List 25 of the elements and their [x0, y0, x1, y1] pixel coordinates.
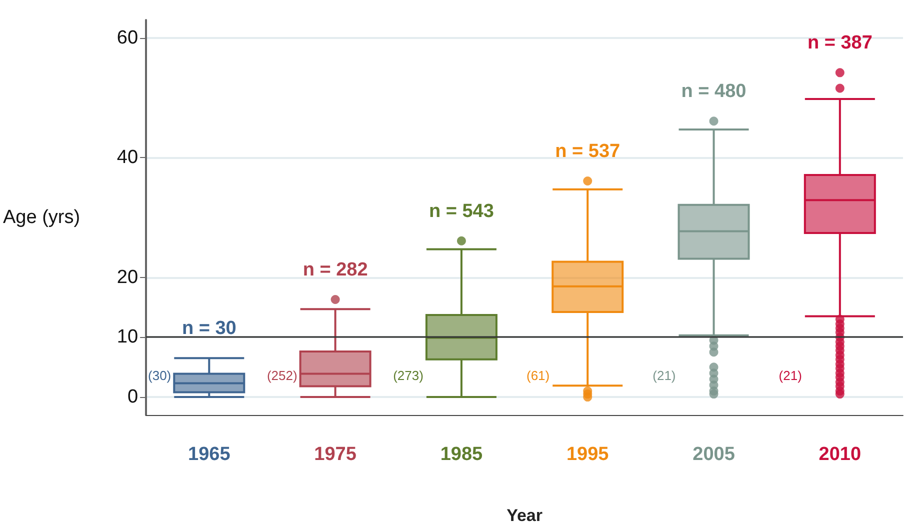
annotation: n = 543 — [428, 200, 494, 222]
annotation: n = 537 — [555, 140, 620, 162]
y-tick-label: 20 — [116, 266, 138, 288]
annotation: (252) — [266, 368, 298, 383]
annotation: (21) — [778, 368, 802, 383]
annotation: (61) — [526, 368, 550, 383]
x-tick-label: 2010 — [818, 444, 862, 465]
annotation: (30) — [148, 368, 172, 383]
y-tick-label: 40 — [116, 147, 138, 168]
x-tick-label: 2005 — [692, 444, 736, 465]
x-axis-title: Year — [506, 506, 543, 525]
annotation: n = 30 — [182, 318, 236, 340]
y-tick-label: 0 — [127, 386, 138, 408]
x-tick-label: 1975 — [314, 444, 357, 465]
y-axis-title: Age (yrs) — [2, 207, 80, 228]
x-tick-label: 1995 — [566, 444, 610, 465]
annotation: n = 282 — [302, 259, 368, 280]
x-tick-label: 1985 — [440, 444, 484, 465]
x-tick-label: 1965 — [188, 444, 231, 465]
annotation: n = 480 — [681, 81, 746, 102]
annotation: (21) — [652, 368, 676, 383]
y-tick-label: 60 — [116, 27, 138, 48]
y-tick-label: 10 — [116, 326, 138, 348]
annotation: n = 387 — [807, 32, 872, 54]
annotation: (273) — [393, 368, 424, 383]
